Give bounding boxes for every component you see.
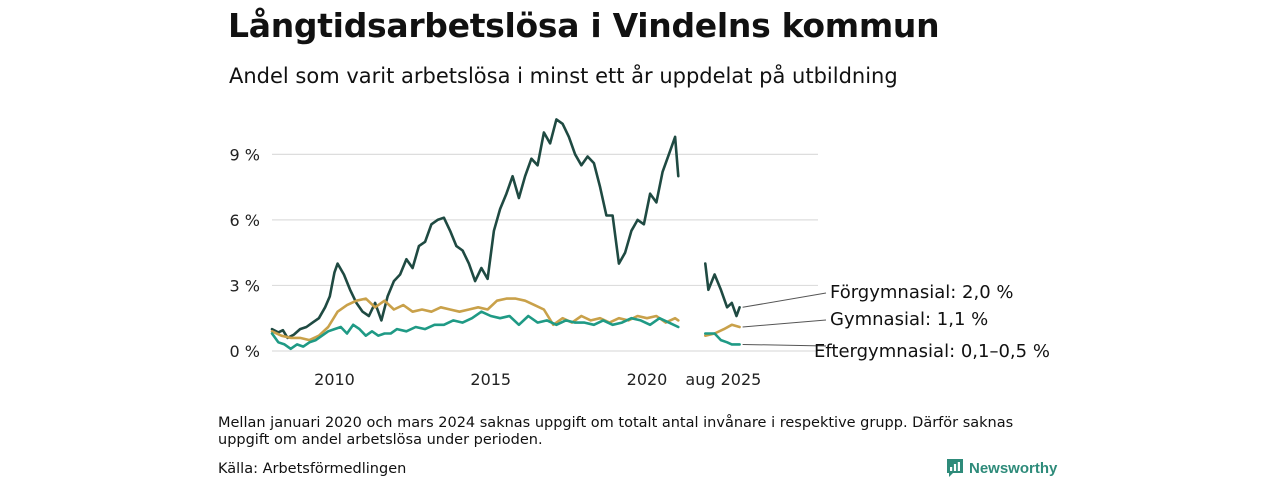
y-tick-label: 9 % — [230, 145, 260, 164]
newsworthy-logo-icon — [947, 459, 963, 477]
source-text: Källa: Arbetsförmedlingen — [218, 461, 407, 477]
label-connector — [742, 343, 827, 347]
chart-subtitle: Andel som varit arbetslösa i minst ett å… — [229, 64, 898, 88]
series-end-label: Gymnasial: 1,1 % — [830, 309, 988, 330]
series-lines — [270, 118, 741, 351]
series-line-eftergymnasial-0 — [270, 310, 680, 351]
y-tick-label: 3 % — [230, 276, 260, 295]
series-line-förgymnasial-1 — [704, 262, 741, 318]
gridlines — [272, 153, 818, 352]
x-tick-label: 2015 — [470, 370, 511, 389]
series-end-label: Eftergymnasial: 0,1–0,5 % — [814, 341, 1050, 362]
line-chart: 0 % 3 % 6 % 9 % 2010 2015 2020 aug 2025 Förgym… — [230, 118, 1050, 389]
y-tick-label: 0 % — [230, 342, 260, 361]
series-line-gymnasial-0 — [270, 297, 680, 342]
label-connector — [742, 292, 827, 308]
chart-title: Långtidsarbetslösa i Vindelns kommun — [228, 6, 940, 45]
x-tick-label: aug 2025 — [685, 370, 761, 389]
brand-logo[interactable]: Newsworthy — [946, 458, 1057, 478]
brand-name: Newsworthy — [969, 459, 1058, 477]
series-end-label: Förgymnasial: 2,0 % — [830, 282, 1014, 303]
x-tick-label: 2010 — [314, 370, 355, 389]
y-axis-ticks: 0 % 3 % 6 % 9 % — [230, 145, 260, 361]
x-axis-ticks: 2010 2015 2020 aug 2025 — [314, 370, 761, 389]
x-tick-label: 2020 — [627, 370, 668, 389]
series-end-labels: Förgymnasial: 2,0 % Gymnasial: 1,1 % Efter… — [742, 282, 1050, 362]
y-tick-label: 6 % — [230, 211, 260, 230]
series-line-eftergymnasial-1 — [704, 332, 741, 346]
label-connector — [742, 319, 827, 328]
series-line-förgymnasial-0 — [270, 118, 680, 340]
footnote: Mellan januari 2020 och mars 2024 saknas… — [218, 415, 1014, 448]
